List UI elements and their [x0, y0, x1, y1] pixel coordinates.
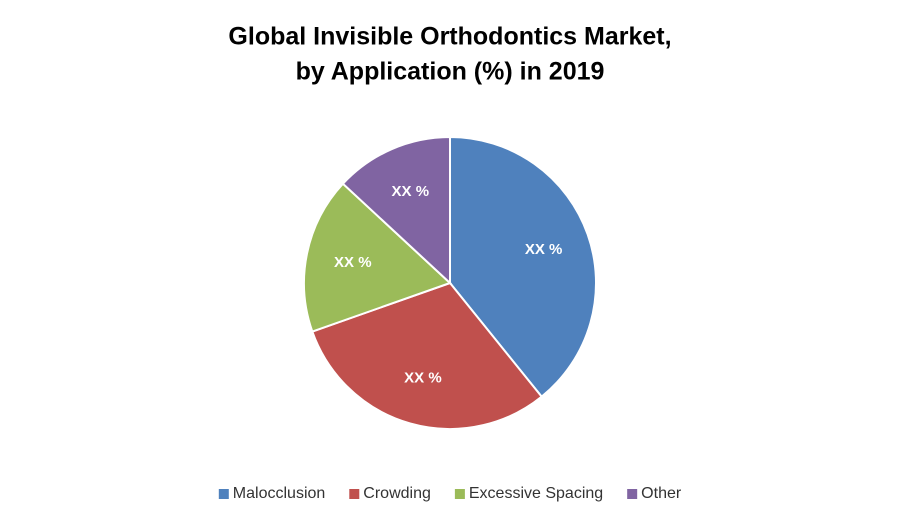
slice-label: XX %: [392, 183, 430, 200]
legend-label: Other: [641, 485, 682, 502]
legend-swatch: [454, 489, 465, 499]
slice-label: XX %: [334, 254, 372, 271]
slice-label: XX %: [404, 369, 442, 386]
slice-label: XX %: [525, 241, 563, 258]
legend-swatch: [218, 489, 229, 499]
legend-label: Crowding: [363, 485, 431, 502]
legend-label: Excessive Spacing: [469, 485, 603, 502]
chart-title: Global Invisible Orthodontics Market,: [228, 23, 671, 51]
legend-label: Malocclusion: [233, 485, 325, 502]
legend: Malocclusion Crowding Excessive Spacing Oth…: [218, 485, 682, 502]
pie-slice: [303, 182, 452, 333]
pie-slice: [449, 135, 597, 399]
legend-swatch: [349, 489, 360, 499]
pie-slice: [341, 135, 451, 286]
legend-swatch: [627, 489, 638, 499]
chart-title: by Application (%) in 2019: [296, 58, 605, 86]
pie-slice: [311, 281, 544, 430]
